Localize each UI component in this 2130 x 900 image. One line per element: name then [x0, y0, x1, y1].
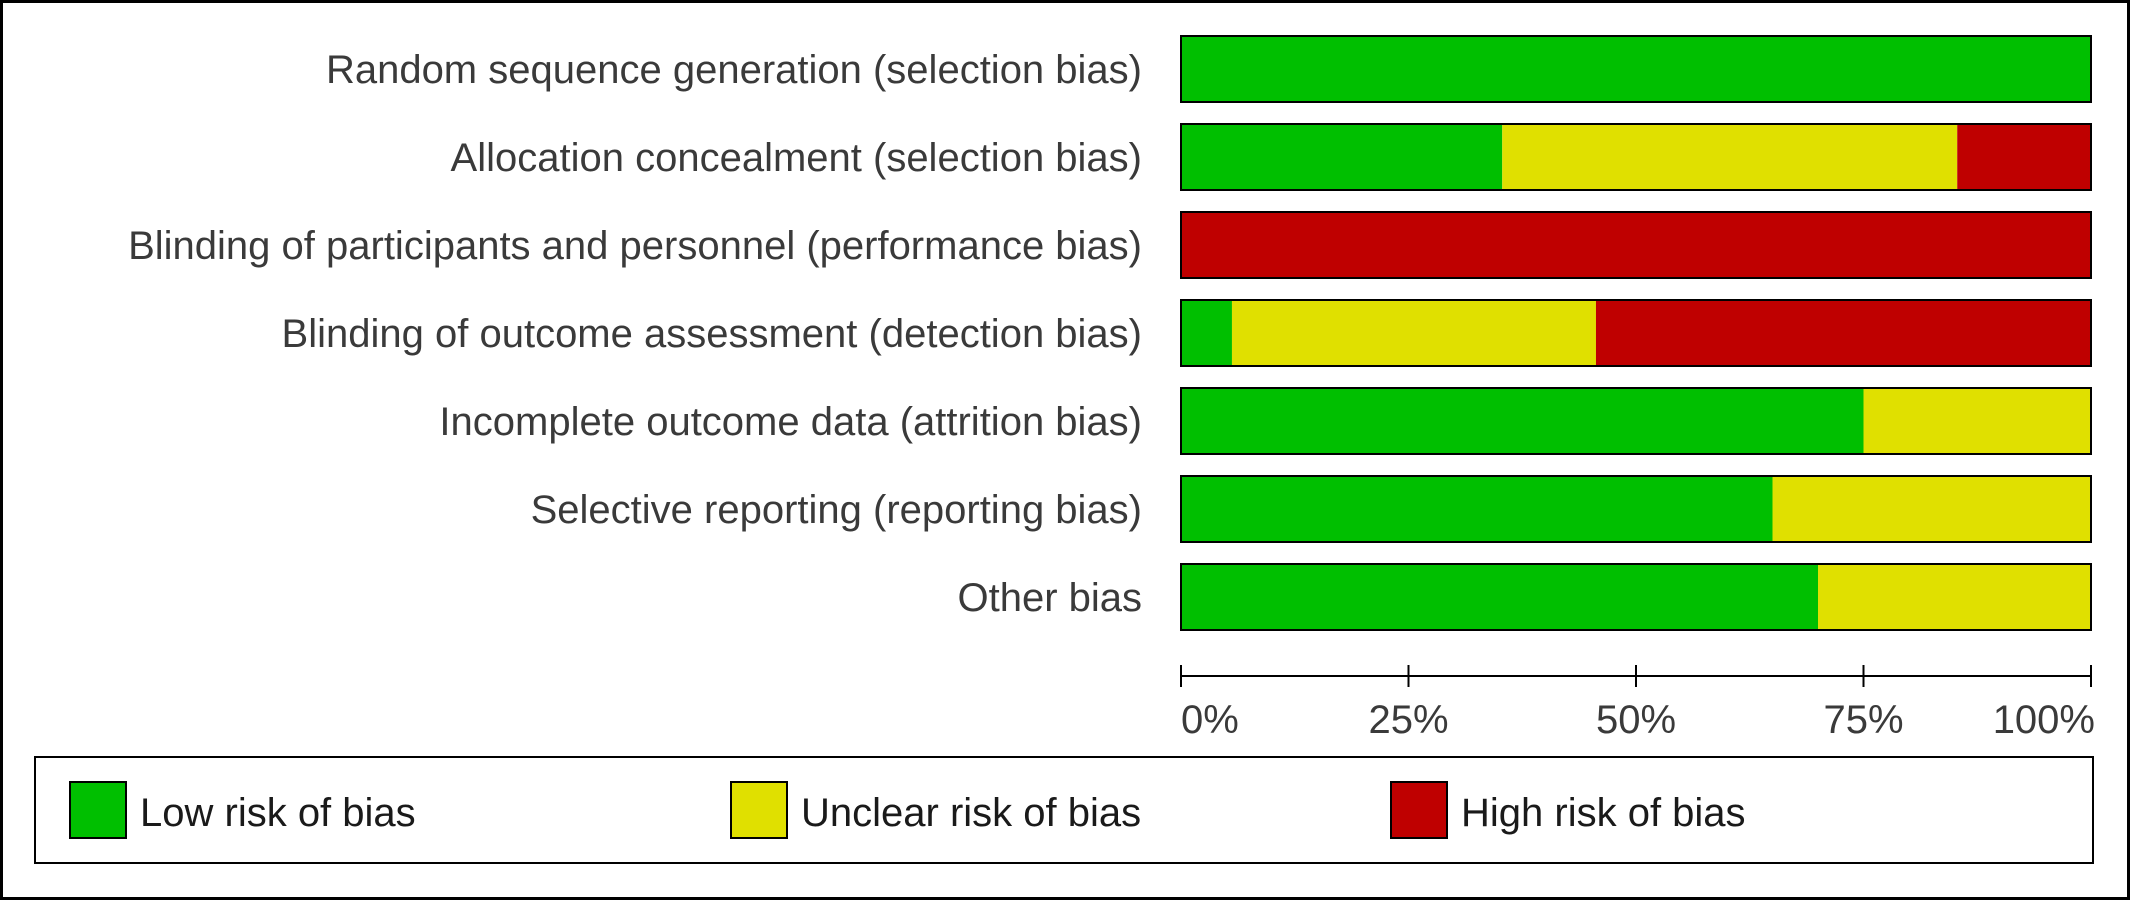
- category-label: Blinding of participants and personnel (…: [128, 224, 1142, 268]
- category-label: Incomplete outcome data (attrition bias): [439, 400, 1142, 444]
- x-tick-label: 50%: [1596, 698, 1676, 742]
- x-tick-label: 0%: [1181, 698, 1239, 742]
- bar-outline: [1180, 299, 2092, 367]
- bar-segment-low: [1181, 388, 1864, 454]
- legend: Low risk of bias Unclear risk of bias High…: [34, 756, 2094, 864]
- legend-label: Unclear risk of bias: [801, 791, 1141, 835]
- bar-segment-low: [1181, 300, 1232, 366]
- bar-outline: [1180, 35, 2092, 103]
- bars-group: [1180, 35, 2092, 631]
- bar-segment-unclear: [1818, 564, 2091, 630]
- bar-segment-high: [1595, 300, 2091, 366]
- category-label: Other bias: [957, 576, 1142, 620]
- bar-segment-unclear: [1772, 476, 2091, 542]
- category-label: Blinding of outcome assessment (detectio…: [282, 312, 1142, 356]
- bar-segment-unclear: [1863, 388, 2091, 454]
- bar-segment-unclear: [1502, 124, 1958, 190]
- category-label: Selective reporting (reporting bias): [531, 488, 1142, 532]
- bar-segment-low: [1181, 476, 1773, 542]
- category-label: Random sequence generation (selection bi…: [326, 48, 1142, 92]
- legend-swatch: [1390, 781, 1448, 839]
- legend-swatch: [730, 781, 788, 839]
- bar-segment-low: [1181, 124, 1503, 190]
- bar-outline: [1180, 387, 2092, 455]
- bar-outline: [1180, 475, 2092, 543]
- bar-outline: [1180, 211, 2092, 279]
- category-label: Allocation concealment (selection bias): [451, 136, 1142, 180]
- bar-segment-unclear: [1231, 300, 1596, 366]
- x-tick-label: 25%: [1368, 698, 1448, 742]
- bar-segment-low: [1181, 36, 2091, 102]
- bar-segment-high: [1957, 124, 2091, 190]
- bar-segment-high: [1181, 212, 2091, 278]
- x-axis: 0% 25% 50% 75% 100%: [1180, 665, 2095, 742]
- legend-box: [34, 756, 2094, 864]
- legend-label: Low risk of bias: [140, 791, 416, 835]
- bar-segment-low: [1181, 564, 1818, 630]
- x-tick-label: 100%: [1993, 698, 2095, 742]
- legend-swatch: [69, 781, 127, 839]
- legend-label: High risk of bias: [1461, 791, 1746, 835]
- bar-outline: [1180, 123, 2092, 191]
- x-tick-label: 75%: [1823, 698, 1903, 742]
- category-labels: Random sequence generation (selection bi…: [128, 48, 1142, 620]
- bar-outline: [1180, 563, 2092, 631]
